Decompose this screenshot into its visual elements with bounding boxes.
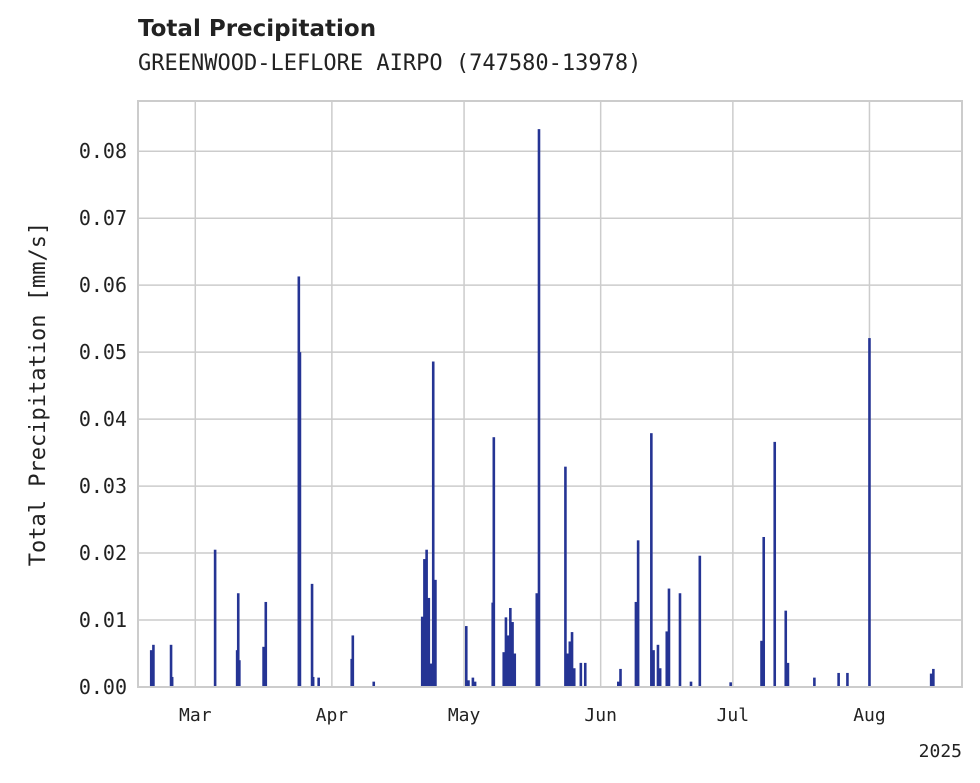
y-tick-label: 0.05 bbox=[79, 340, 127, 364]
bar-layer bbox=[149, 129, 935, 688]
precip-bar bbox=[616, 681, 620, 687]
precip-bar bbox=[434, 579, 437, 687]
precip-bar bbox=[506, 635, 510, 687]
precip-bar bbox=[636, 540, 640, 687]
precip-bar bbox=[467, 680, 470, 687]
precip-bar bbox=[351, 635, 355, 687]
x-tick-label: Jul bbox=[717, 705, 750, 726]
y-tick-label: 0.07 bbox=[79, 206, 127, 230]
precip-bar bbox=[762, 536, 766, 687]
precip-bar bbox=[152, 644, 155, 687]
precip-bar bbox=[149, 650, 153, 687]
precip-bar bbox=[372, 681, 376, 687]
x-tick-labels: Mar Apr May Jun Jul Aug bbox=[179, 705, 886, 726]
x-tick-label: Mar bbox=[179, 705, 212, 726]
precip-bar bbox=[471, 677, 475, 687]
x-tick-label: Apr bbox=[316, 705, 349, 726]
y-tick-label: 0.08 bbox=[79, 139, 127, 163]
precip-bar bbox=[236, 593, 240, 687]
precip-bar bbox=[535, 593, 539, 687]
precip-bar bbox=[262, 646, 265, 687]
precip-bar bbox=[492, 437, 496, 687]
x-tick-label: Aug bbox=[853, 705, 886, 726]
precip-bar bbox=[572, 668, 576, 687]
precip-bar bbox=[678, 593, 682, 687]
precip-bar bbox=[579, 662, 583, 687]
precip-bar bbox=[658, 668, 662, 687]
precip-bar bbox=[427, 597, 431, 687]
chart-title: Total Precipitation bbox=[138, 16, 377, 42]
precip-bar bbox=[429, 663, 433, 687]
precip-bar bbox=[513, 653, 517, 687]
x-tick-label: Jun bbox=[584, 705, 617, 726]
precip-bar bbox=[784, 610, 788, 687]
precip-bar bbox=[929, 673, 933, 687]
precip-bar bbox=[509, 607, 512, 687]
precip-bar bbox=[837, 672, 840, 687]
plot-frame bbox=[137, 100, 963, 688]
precip-bar bbox=[310, 583, 314, 687]
precip-bar bbox=[213, 549, 217, 687]
precip-bar bbox=[420, 616, 424, 687]
precip-bar bbox=[264, 601, 268, 687]
precip-bar bbox=[566, 653, 569, 687]
precip-bar bbox=[431, 361, 435, 687]
precip-bar bbox=[760, 640, 763, 687]
precip-bar bbox=[650, 433, 653, 687]
y-tick-label: 0.01 bbox=[79, 608, 127, 632]
precip-bar bbox=[537, 129, 541, 688]
y-tick-label: 0.03 bbox=[79, 474, 127, 498]
precip-bar bbox=[504, 617, 508, 687]
precip-bar bbox=[689, 681, 693, 687]
precip-bar bbox=[473, 681, 477, 687]
precip-bar bbox=[311, 676, 315, 687]
precip-bar bbox=[698, 555, 702, 687]
grid-layer bbox=[138, 101, 962, 688]
precip-bar bbox=[423, 559, 426, 687]
precip-bar bbox=[570, 632, 574, 687]
x-tick-label: May bbox=[448, 705, 481, 726]
precip-bar bbox=[813, 677, 816, 687]
precip-bar bbox=[583, 662, 587, 687]
precip-bar bbox=[773, 441, 777, 687]
precip-bar bbox=[564, 466, 567, 687]
precip-bar bbox=[868, 338, 871, 687]
precip-bar bbox=[619, 668, 622, 687]
precip-bar bbox=[729, 682, 732, 687]
chart-subtitle: GREENWOOD-LEFLORE AIRPO (747580-13978) bbox=[138, 51, 642, 76]
precip-bar bbox=[656, 644, 660, 687]
y-tick-label: 0.04 bbox=[79, 407, 127, 431]
y-axis-title: Total Precipitation [mm/s] bbox=[26, 222, 51, 566]
precip-bar bbox=[298, 352, 302, 687]
y-tick-labels: 0.00 0.01 0.02 0.03 0.04 0.05 0.06 0.07 0.08 bbox=[79, 139, 127, 699]
y-tick-label: 0.06 bbox=[79, 273, 127, 297]
precip-bar bbox=[665, 631, 669, 687]
y-tick-label: 0.02 bbox=[79, 541, 127, 565]
precip-bar bbox=[511, 622, 514, 687]
precip-bar bbox=[170, 676, 174, 687]
precip-bar bbox=[169, 644, 173, 687]
precip-bar bbox=[425, 549, 428, 687]
precip-bar bbox=[932, 668, 935, 687]
precip-bar bbox=[464, 626, 468, 687]
precip-bar bbox=[786, 662, 790, 687]
precip-bar bbox=[317, 677, 320, 687]
precip-bar bbox=[634, 601, 638, 687]
precip-bar bbox=[238, 660, 241, 687]
precip-bar bbox=[667, 588, 671, 687]
precip-bar bbox=[652, 650, 655, 687]
year-label: 2025 bbox=[919, 741, 962, 762]
precip-bar bbox=[502, 652, 506, 687]
y-tick-label: 0.00 bbox=[79, 675, 127, 699]
precip-bar bbox=[568, 641, 572, 687]
precip-bar bbox=[846, 672, 849, 687]
